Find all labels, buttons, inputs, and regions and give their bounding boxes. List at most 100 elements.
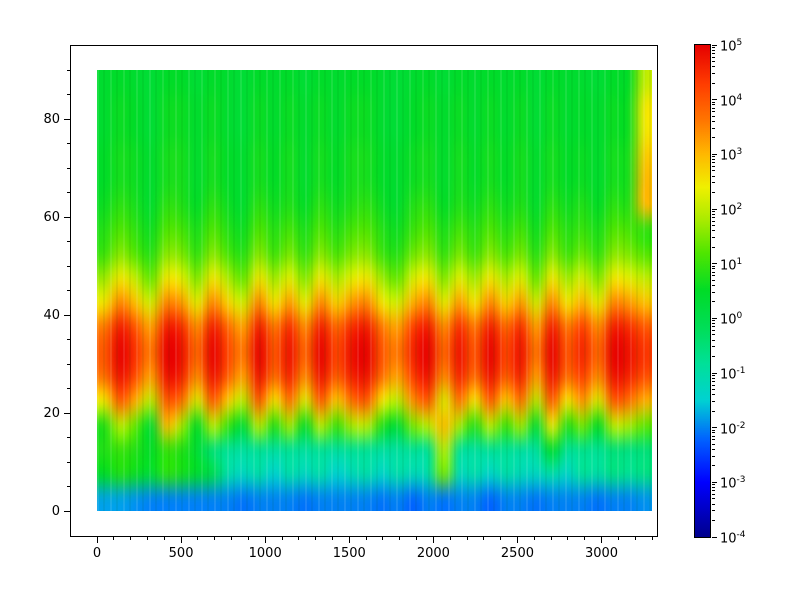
y-minor-tick — [67, 388, 70, 389]
x-minor-tick — [567, 537, 569, 540]
colorbar-minor-tick — [712, 279, 715, 281]
colorbar-minor-tick — [712, 47, 715, 48]
x-minor-tick — [298, 537, 300, 540]
x-major-tick — [96, 537, 98, 543]
colorbar-minor-tick — [712, 301, 715, 303]
colorbar-minor-tick — [712, 216, 715, 218]
x-minor-tick — [634, 537, 636, 540]
colorbar-minor-tick — [712, 326, 715, 328]
y-minor-tick — [67, 437, 70, 438]
x-minor-tick — [197, 537, 199, 540]
x-minor-tick — [533, 537, 535, 540]
colorbar-minor-tick — [712, 520, 715, 522]
heatmap-canvas — [97, 70, 652, 511]
colorbar-major-tick — [712, 263, 717, 265]
y-minor-tick — [67, 241, 70, 242]
y-tick-label: 0 — [51, 504, 60, 519]
colorbar-minor-tick — [712, 435, 715, 437]
colorbar-minor-tick — [712, 120, 715, 122]
x-tick-label: 1000 — [248, 546, 282, 561]
colorbar-minor-tick — [712, 165, 715, 167]
colorbar-minor-tick — [712, 439, 715, 441]
colorbar-minor-tick — [712, 66, 715, 68]
colorbar-minor-tick — [712, 213, 715, 215]
colorbar-minor-tick — [712, 377, 715, 379]
x-tick-label: 2000 — [416, 546, 450, 561]
colorbar-minor-tick — [712, 284, 715, 286]
colorbar-exponent: -2 — [736, 420, 746, 431]
colorbar-minor-tick — [712, 224, 715, 226]
colorbar-minor-tick — [712, 356, 715, 358]
y-minor-tick — [67, 143, 70, 144]
x-minor-tick — [331, 537, 333, 540]
colorbar-minor-tick — [712, 104, 715, 106]
y-major-tick — [64, 314, 70, 316]
colorbar-exponent: -3 — [736, 475, 746, 486]
colorbar-minor-tick — [712, 448, 715, 450]
x-tick-label: 1500 — [332, 546, 366, 561]
x-minor-tick — [550, 537, 552, 540]
colorbar-exponent: 4 — [736, 92, 743, 103]
colorbar-minor-tick — [712, 380, 715, 382]
colorbar-major-tick — [712, 317, 717, 319]
colorbar-minor-tick — [712, 230, 715, 232]
colorbar-minor-tick — [712, 443, 715, 445]
colorbar-minor-tick — [712, 429, 715, 431]
colorbar-tick-label: 100 — [720, 311, 743, 328]
x-tick-label: 0 — [92, 546, 102, 561]
x-tick-label: 500 — [168, 546, 194, 561]
x-minor-tick — [466, 537, 468, 540]
x-minor-tick — [500, 537, 502, 540]
colorbar-exponent: 2 — [736, 202, 743, 212]
colorbar-major-tick — [712, 481, 717, 483]
y-tick-label: 20 — [43, 406, 60, 421]
x-tick-label: 3000 — [584, 546, 619, 561]
x-minor-tick — [651, 537, 653, 540]
colorbar-minor-tick — [712, 493, 715, 495]
colorbar-minor-tick — [712, 73, 715, 75]
x-minor-tick — [483, 537, 485, 540]
colorbar-major-tick — [712, 427, 717, 429]
colorbar-exponent: 0 — [736, 311, 743, 322]
colorbar-frame — [694, 44, 711, 538]
y-major-tick — [64, 412, 70, 414]
x-major-tick — [601, 537, 603, 543]
colorbar-minor-tick — [712, 265, 715, 267]
colorbar-minor-tick — [712, 384, 715, 386]
colorbar-exponent: 5 — [736, 38, 743, 48]
colorbar-minor-tick — [712, 246, 715, 248]
x-minor-tick — [416, 537, 418, 540]
colorbar-minor-tick — [712, 410, 715, 412]
colorbar-minor-tick — [712, 487, 715, 489]
y-major-tick — [64, 118, 70, 120]
colorbar-minor-tick — [712, 346, 715, 348]
colorbar-minor-tick — [712, 339, 715, 341]
colorbar-major-tick — [712, 99, 717, 101]
y-minor-tick — [67, 290, 70, 291]
y-minor-tick — [67, 94, 70, 95]
x-minor-tick — [449, 537, 451, 540]
x-major-tick — [348, 537, 350, 543]
colorbar-minor-tick — [712, 490, 715, 492]
colorbar-minor-tick — [712, 52, 715, 54]
x-minor-tick — [365, 537, 367, 540]
colorbar-minor-tick — [712, 170, 715, 172]
colorbar-exponent: 1 — [736, 256, 743, 267]
colorbar-minor-tick — [712, 60, 715, 62]
y-minor-tick — [67, 69, 70, 71]
colorbar-minor-tick — [712, 137, 715, 139]
x-minor-tick — [113, 537, 115, 540]
y-tick-label: 40 — [43, 308, 60, 323]
colorbar-tick-label: 10-4 — [720, 530, 746, 547]
y-major-tick — [64, 216, 70, 218]
colorbar-minor-tick — [712, 323, 715, 325]
colorbar-minor-tick — [712, 162, 715, 164]
colorbar-minor-tick — [712, 192, 715, 194]
x-minor-tick — [584, 537, 586, 540]
colorbar-canvas — [695, 45, 710, 537]
colorbar-minor-tick — [712, 291, 715, 293]
colorbar-major-tick — [712, 536, 717, 538]
x-major-tick — [180, 537, 182, 543]
y-minor-tick — [67, 339, 70, 340]
